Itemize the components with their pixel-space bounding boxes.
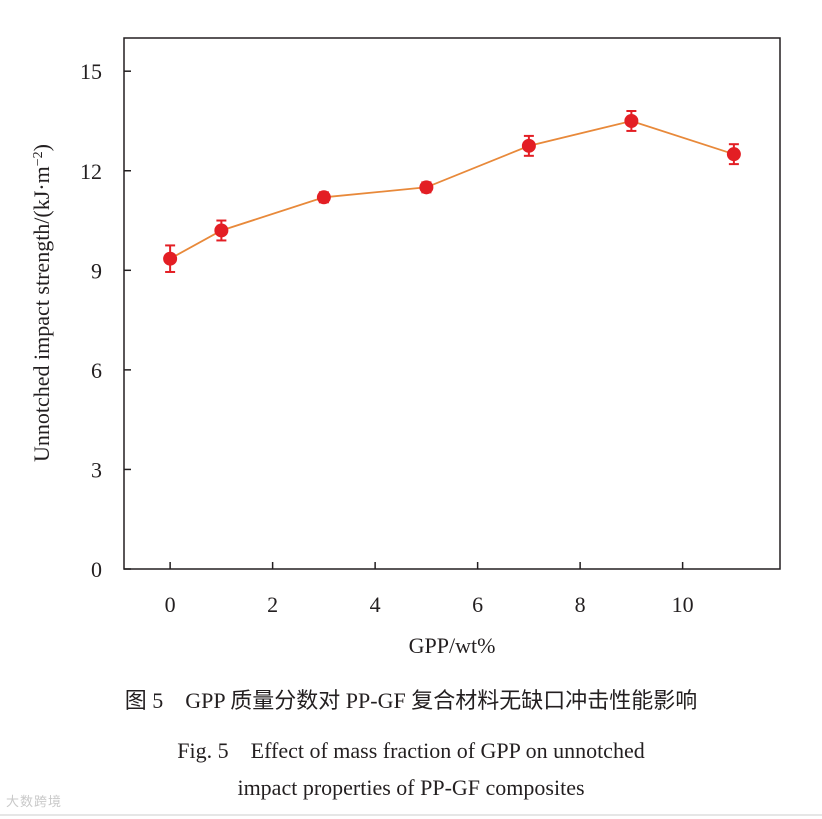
y-tick-label: 15	[80, 59, 102, 84]
bottom-divider	[0, 814, 822, 816]
y-tick-label: 6	[91, 358, 102, 383]
y-tick-label: 0	[91, 557, 102, 582]
caption-english-line-1: Fig. 5 Effect of mass fraction of GPP on…	[177, 738, 645, 763]
y-tick-label: 12	[80, 159, 102, 184]
data-point	[521, 138, 536, 153]
data-point	[214, 223, 229, 238]
data-point	[624, 113, 639, 128]
x-tick-label: 0	[165, 592, 176, 617]
caption-english-line-2: impact properties of PP-GF composites	[237, 775, 585, 800]
watermark: 大数跨境	[6, 795, 63, 810]
chart: 0 3 6 9 12 15 0 2 4 6 8 10 GPP/wt% Unnotched impac…	[29, 37, 781, 658]
x-axis-title: GPP/wt%	[409, 633, 496, 658]
plot-frame	[123, 37, 781, 570]
x-tick-label: 4	[370, 592, 381, 617]
x-tick-label: 10	[672, 592, 694, 617]
y-tick-label: 3	[91, 457, 102, 482]
caption-chinese: 图 5 GPP 质量分数对 PP-GF 复合材料无缺口冲击性能影响	[124, 688, 698, 713]
data-point	[316, 190, 331, 205]
x-tick-label: 8	[575, 592, 586, 617]
y-tick-label: 9	[91, 258, 102, 283]
data-point	[419, 180, 434, 195]
data-point	[163, 251, 178, 266]
x-tick-label: 2	[267, 592, 278, 617]
data-point	[726, 147, 741, 162]
y-axis-title: Unnotched impact strength/(kJ·m−2)	[29, 144, 54, 462]
series-line	[169, 120, 735, 260]
x-tick-label: 6	[472, 592, 483, 617]
